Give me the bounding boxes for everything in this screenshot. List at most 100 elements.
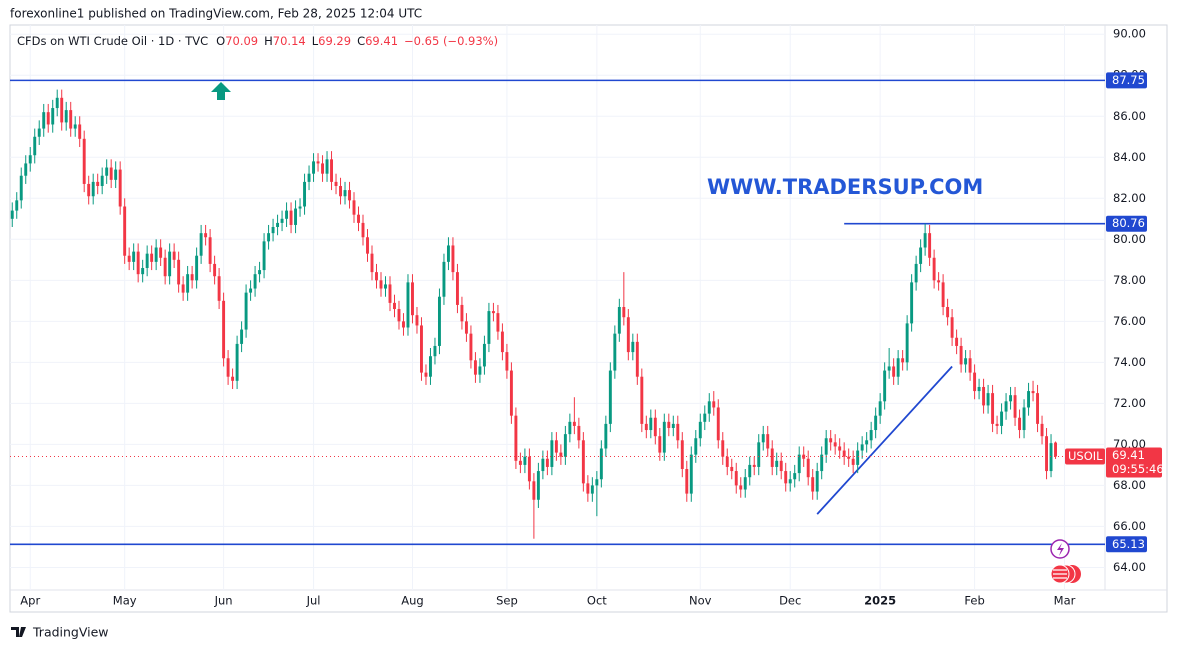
candle-body	[415, 315, 419, 326]
candle-body	[752, 464, 756, 467]
candle-body	[46, 112, 50, 125]
candle-body	[865, 440, 869, 445]
candle-body	[1004, 401, 1008, 412]
candle-body	[82, 138, 86, 184]
candle-body	[330, 159, 333, 182]
candle-body	[995, 423, 999, 426]
candle-body	[190, 274, 194, 281]
candle-body	[393, 302, 396, 310]
candle-body	[532, 481, 536, 500]
candle-body	[298, 206, 302, 209]
logo-mark	[11, 627, 26, 637]
candle-body	[919, 247, 923, 264]
candle-body	[1013, 395, 1017, 418]
legend-key: O	[216, 34, 225, 48]
candle-body	[676, 423, 680, 441]
candle-body	[429, 356, 432, 377]
footer-brand: TradingView	[32, 625, 109, 640]
y-tick-label: 68.00	[1113, 478, 1146, 492]
candle-body	[730, 466, 734, 472]
x-tick-label: Jun	[214, 594, 233, 608]
candle-body	[339, 185, 342, 197]
candle-body	[622, 306, 626, 318]
candle-body	[37, 128, 41, 137]
candle-body	[366, 237, 369, 254]
candle-body	[734, 471, 738, 486]
candle-body	[15, 200, 19, 211]
candle-body	[802, 454, 806, 459]
axes: 64.00 66.00 68.00 70.00 72.00 74.00 76.00 78.00…	[20, 27, 1163, 608]
candle-body	[321, 163, 324, 174]
candle-body	[779, 460, 783, 472]
candle-body	[635, 341, 639, 377]
candle-body	[235, 343, 239, 381]
candle-body	[469, 333, 473, 361]
y-tick-label: 72.00	[1113, 396, 1146, 410]
candle-body	[973, 372, 977, 392]
legend-key: C	[357, 34, 365, 48]
candle-body	[244, 292, 248, 330]
candle-body	[136, 251, 140, 275]
legend-value: 69.29	[318, 34, 351, 48]
candle-body	[64, 110, 68, 123]
flag-stripes	[1053, 569, 1067, 579]
candle-body	[213, 263, 217, 277]
x-tick-label: Aug	[401, 594, 423, 608]
candle-body	[932, 257, 936, 281]
y-tick-label: 76.00	[1113, 314, 1146, 328]
trend-line	[816, 365, 953, 515]
candle-body	[446, 245, 450, 262]
candle-body	[482, 343, 486, 367]
candle-body	[96, 181, 100, 186]
candle-body	[757, 442, 761, 467]
candle-body	[901, 358, 905, 363]
candle-body	[114, 169, 118, 180]
candle-body	[348, 190, 351, 201]
candle-body	[797, 454, 801, 474]
candle-body	[829, 438, 833, 443]
candle-body	[55, 97, 59, 109]
candle-body	[496, 313, 500, 332]
candle-body	[982, 386, 986, 406]
candle-body	[1018, 417, 1022, 431]
x-tick-label: Dec	[779, 594, 801, 608]
candle-body	[964, 358, 968, 365]
candle-body	[370, 253, 374, 273]
candle-body	[815, 471, 819, 492]
candle-body	[914, 263, 918, 283]
candle-body	[316, 161, 320, 164]
candle-body	[991, 393, 995, 424]
candle-body	[437, 296, 441, 346]
candle-body	[554, 440, 558, 453]
candle-body	[186, 274, 190, 293]
candle-body	[1027, 391, 1031, 408]
level-label: 80.76	[1112, 216, 1145, 230]
candle-body	[163, 257, 167, 277]
candle-body	[793, 473, 797, 480]
candle-body	[60, 97, 64, 123]
legend-value: 70.09	[225, 34, 258, 48]
candle-body	[1049, 443, 1053, 472]
x-tick-label: Apr	[20, 594, 40, 608]
countdown-label: 09:55:46	[1112, 462, 1164, 476]
x-tick-label: 2025	[864, 594, 896, 608]
candle-body	[473, 360, 477, 375]
candle-body	[208, 237, 212, 264]
candle-body	[941, 282, 945, 307]
candle-body	[887, 366, 891, 371]
candle-body	[375, 272, 378, 281]
candle-body	[518, 460, 522, 465]
legend-value: 70.14	[273, 34, 306, 48]
candle-body	[590, 485, 594, 494]
lightning-glyph	[1057, 543, 1064, 556]
candle-body	[172, 251, 176, 260]
candle-body	[847, 456, 851, 459]
x-tick-label: Oct	[587, 594, 607, 608]
candle-body	[892, 366, 896, 377]
candle-body	[820, 454, 824, 472]
candle-body	[608, 370, 612, 424]
y-tick-label: 66.00	[1113, 519, 1146, 533]
candle-body	[100, 175, 104, 186]
candle-body	[249, 288, 253, 293]
